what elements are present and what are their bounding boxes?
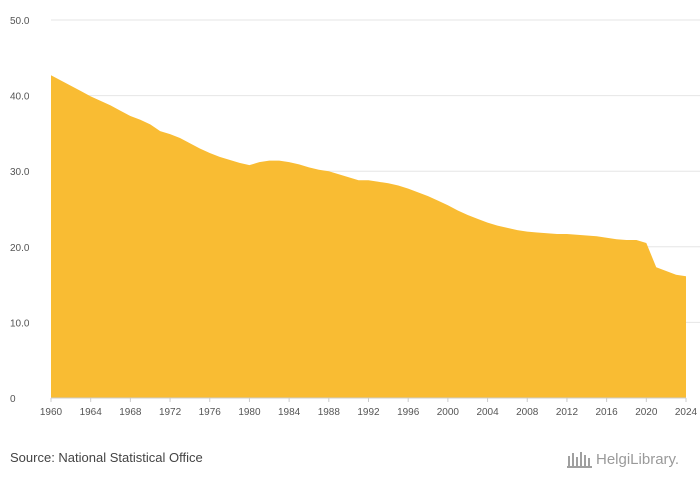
x-tick-label: 1960 <box>40 407 63 418</box>
x-tick-label: 1964 <box>80 407 103 418</box>
y-tick-label: 30.0 <box>10 167 30 178</box>
source-note: Source: National Statistical Office <box>10 450 203 465</box>
x-tick-label: 2004 <box>476 407 499 418</box>
y-axis-ticks: 0 10.0 20.0 30.0 40.0 50.0 <box>10 16 30 405</box>
y-tick-label: 10.0 <box>10 318 30 329</box>
x-tick-label: 1980 <box>238 407 261 418</box>
area-series <box>51 75 686 398</box>
x-tick-label: 1972 <box>159 407 182 418</box>
y-tick-label: 0 <box>10 394 16 405</box>
x-tick-label: 2016 <box>596 407 619 418</box>
x-tick-label: 1976 <box>199 407 222 418</box>
area-chart: 010.020.030.040.050.0 1960 1964 1968 1972 19… <box>10 16 700 418</box>
y-tick-label: 40.0 <box>10 92 30 103</box>
x-tick-label: 1968 <box>119 407 142 418</box>
y-tick-label: 50.0 <box>10 16 30 27</box>
helgi-library-logo-text: HelgiLibrary. <box>596 450 680 468</box>
helgi-library-logo: HelgiLibrary. <box>567 449 679 469</box>
helgi-library-logo-icon <box>567 452 592 468</box>
x-tick-label: 2024 <box>675 407 698 418</box>
x-tick-label: 1996 <box>397 407 420 418</box>
x-tick-label: 2020 <box>635 407 658 418</box>
x-tick-label: 2012 <box>556 407 579 418</box>
x-axis-ticks: 1960 1964 1968 1972 1976 1980 1984 1988 1992 1996… <box>40 398 698 418</box>
x-tick-label: 1992 <box>357 407 380 418</box>
x-tick-label: 2000 <box>437 407 460 418</box>
x-tick-label: 1984 <box>278 407 301 418</box>
x-tick-label: 2008 <box>516 407 539 418</box>
y-tick-label: 20.0 <box>10 243 30 254</box>
x-tick-label: 1988 <box>318 407 341 418</box>
